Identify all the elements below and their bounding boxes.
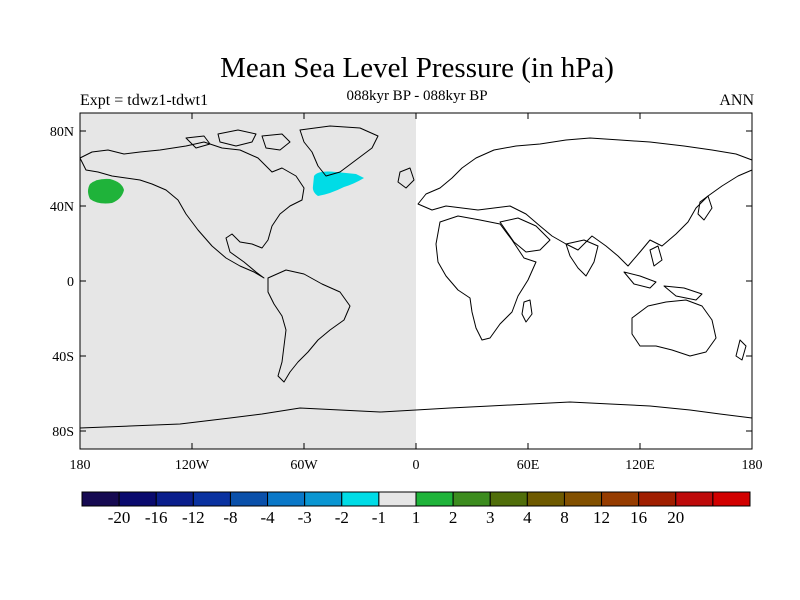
x-tick-label: 120E xyxy=(625,458,655,473)
y-tick-labels: 80N 40N 0 40S 80S xyxy=(50,125,74,440)
colorbar-label: -16 xyxy=(145,508,168,527)
western-hemisphere-shading xyxy=(80,113,416,449)
colorbar xyxy=(81,491,751,507)
x-tick-label: 0 xyxy=(413,458,420,473)
colorbar-label: 8 xyxy=(560,508,569,527)
colorbar-label: 2 xyxy=(449,508,458,527)
experiment-label: Expt = tdwz1-tdwt1 xyxy=(80,92,209,109)
colorbar-box xyxy=(489,491,528,507)
eastern-hemisphere-background xyxy=(416,113,752,449)
colorbar-box xyxy=(675,491,714,507)
colorbar-box xyxy=(341,491,380,507)
colorbar-box xyxy=(415,491,454,507)
colorbar-box xyxy=(155,491,194,507)
colorbar-label: -12 xyxy=(182,508,205,527)
colorbar-box xyxy=(267,491,306,507)
colorbar-label: 12 xyxy=(593,508,610,527)
season-label: ANN xyxy=(719,92,754,109)
colorbar-box xyxy=(638,491,677,507)
colorbar-label: 20 xyxy=(667,508,684,527)
x-tick-label: 60E xyxy=(517,458,540,473)
colorbar-box xyxy=(118,491,157,507)
colorbar-label: -1 xyxy=(372,508,386,527)
y-axis xyxy=(80,130,752,432)
y-tick-label: 40N xyxy=(50,200,74,215)
colorbar-box xyxy=(563,491,603,507)
colorbar-box xyxy=(304,491,343,507)
map-panel xyxy=(79,112,753,450)
x-tick-label: 120W xyxy=(175,458,210,473)
x-tick-label: 180 xyxy=(742,458,763,473)
colorbar-box xyxy=(526,491,565,507)
y-tick-label: 0 xyxy=(67,275,74,290)
colorbar-label: -3 xyxy=(298,508,312,527)
colorbar-box xyxy=(229,491,269,507)
x-tick-label: 60W xyxy=(290,458,318,473)
colorbar-label: -20 xyxy=(108,508,131,527)
colorbar-box xyxy=(452,491,491,507)
colorbar-box xyxy=(378,491,417,507)
coastlines xyxy=(79,125,753,429)
colorbar-label: 4 xyxy=(523,508,532,527)
y-tick-label: 80N xyxy=(50,125,74,140)
y-tick-label: 40S xyxy=(52,350,74,365)
colorbar-labels: -20 -16 -12 -8 -4 -3 -2 -1 1 2 3 4 8 12 16 20 xyxy=(108,508,685,527)
map-subtitle: 088kyr BP - 088kyr BP xyxy=(346,88,488,104)
colorbar-label: 1 xyxy=(412,508,421,527)
north-pacific-anomaly xyxy=(88,178,124,204)
x-axis xyxy=(79,113,753,449)
colorbar-label: 3 xyxy=(486,508,495,527)
colorbar-box xyxy=(601,491,640,507)
colorbar-label: 16 xyxy=(630,508,647,527)
colorbar-box xyxy=(712,491,751,507)
north-atlantic-anomaly xyxy=(312,171,364,196)
x-tick-label: 180 xyxy=(70,458,91,473)
colorbar-label: -4 xyxy=(260,508,275,527)
colorbar-label: -2 xyxy=(335,508,349,527)
x-tick-labels: 180 120W 60W 0 60E 120E 180 xyxy=(70,458,763,473)
y-tick-label: 80S xyxy=(52,425,74,440)
colorbar-label: -8 xyxy=(223,508,237,527)
map-title: Mean Sea Level Pressure (in hPa) xyxy=(220,52,614,84)
colorbar-box xyxy=(192,491,231,507)
colorbar-box xyxy=(81,491,120,507)
